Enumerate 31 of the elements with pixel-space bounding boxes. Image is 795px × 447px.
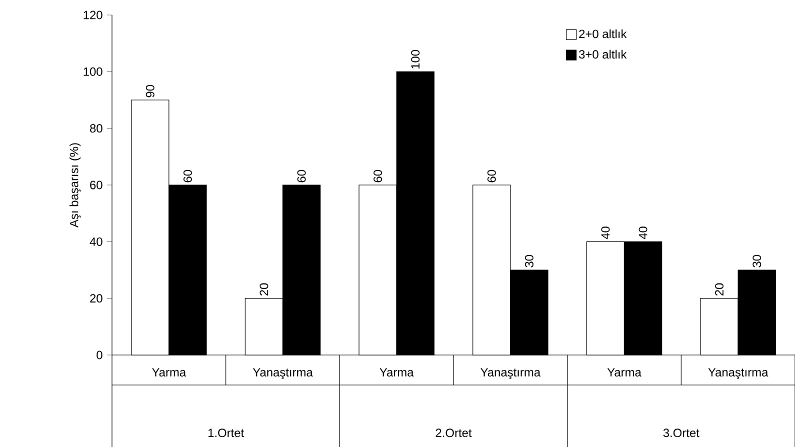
y-tick-label: 40	[90, 237, 102, 246]
data-label: 60	[183, 170, 192, 182]
x-tick-label: Yanaştırma	[252, 368, 313, 379]
y-tick-label: 100	[84, 67, 102, 76]
text: 1.Ortet	[208, 428, 244, 438]
y-tick-label: 120	[84, 10, 102, 20]
text: 2.Ortet	[436, 428, 472, 438]
y-axis-title: Aşı başarısı (%)	[70, 143, 81, 228]
data-label: 60	[297, 170, 306, 182]
y-tick-label: 0	[96, 350, 102, 360]
data-label: 30	[524, 254, 534, 268]
x-tick-label: Yarma	[607, 368, 642, 377]
data-label: 40	[638, 226, 648, 240]
y-tick-label: 60	[90, 180, 102, 190]
y-tick-label: 80	[90, 124, 102, 133]
x-tick-label: Yarma	[380, 368, 414, 377]
legend-label: 3+0 altlık	[579, 50, 627, 59]
x-tick-label: Yanaştırma	[708, 368, 768, 379]
data-label: 60	[487, 170, 496, 182]
data-label: 20	[260, 283, 268, 296]
text: 3.Ortet	[663, 428, 700, 438]
data-label: 30	[752, 254, 762, 268]
legend-label: 2+0 altlık	[579, 29, 627, 38]
y-tick-label: 20	[90, 294, 102, 303]
data-label: 90	[146, 84, 154, 98]
data-label: 40	[601, 226, 610, 240]
data-label: 100	[411, 50, 420, 69]
x-tick-label: Yanaştırma	[480, 368, 541, 379]
data-label: 60	[374, 170, 382, 182]
data-label: 20	[715, 283, 724, 296]
x-tick-label: Yarma	[152, 368, 186, 377]
